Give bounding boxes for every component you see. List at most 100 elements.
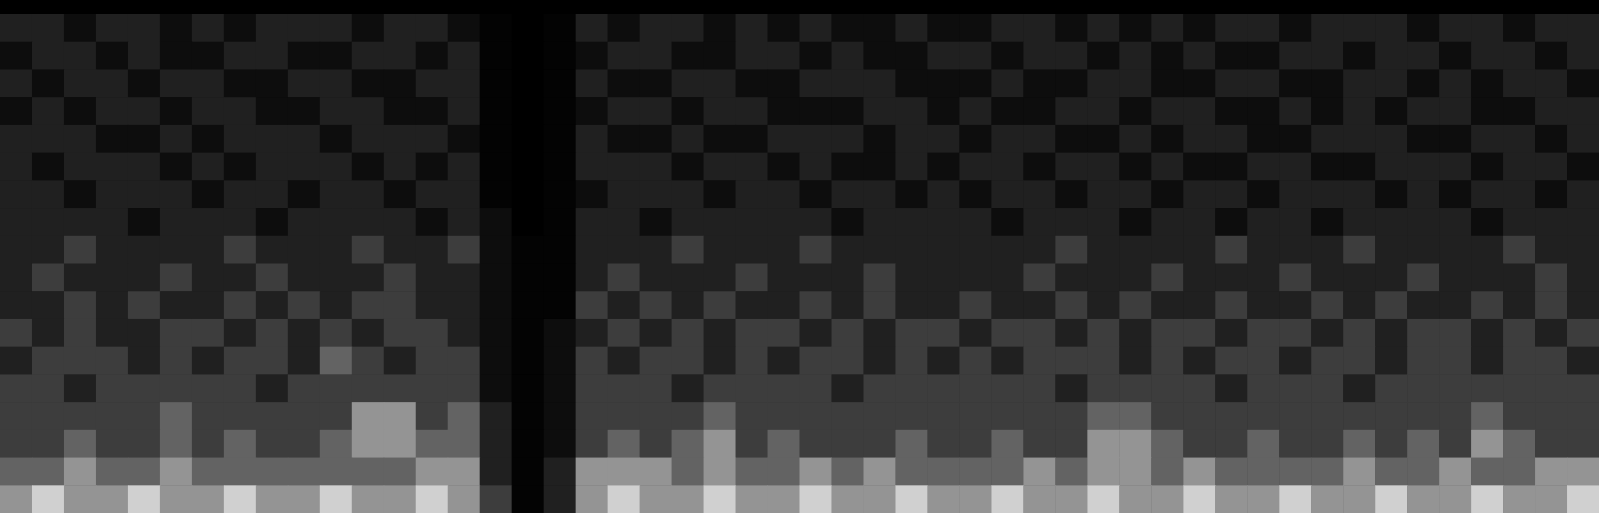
- heatmap-cell: [768, 97, 800, 125]
- heatmap-cell: [895, 153, 927, 181]
- heatmap-cell: [1311, 153, 1343, 181]
- heatmap-cell: [608, 402, 640, 430]
- heatmap-cell: [1119, 485, 1151, 513]
- heatmap-cell: [384, 97, 416, 125]
- heatmap-cell: [1151, 14, 1183, 42]
- heatmap-cell: [128, 153, 160, 181]
- heatmap-cell: [1183, 236, 1215, 264]
- heatmap-cell: [672, 430, 704, 458]
- heatmap-cell: [1055, 208, 1087, 236]
- heatmap-cell: [1503, 236, 1535, 264]
- heatmap-cell: [448, 347, 480, 375]
- heatmap-cell: [1151, 319, 1183, 347]
- heatmap-cell: [96, 14, 128, 42]
- heatmap-cell: [544, 264, 576, 292]
- heatmap-cell: [448, 153, 480, 181]
- heatmap-cell: [320, 236, 352, 264]
- heatmap-cell: [352, 430, 384, 458]
- heatmap-cell: [256, 42, 288, 70]
- heatmap-cell: [1535, 291, 1567, 319]
- heatmap-cell: [895, 319, 927, 347]
- heatmap-cell: [0, 291, 32, 319]
- heatmap-cell: [672, 125, 704, 153]
- heatmap-cell: [416, 14, 448, 42]
- heatmap-cell: [1375, 42, 1407, 70]
- heatmap-cell: [831, 485, 863, 513]
- heatmap-cell: [224, 319, 256, 347]
- heatmap-cell: [32, 69, 64, 97]
- heatmap-cell: [704, 374, 736, 402]
- heatmap-cell: [608, 97, 640, 125]
- heatmap-cell: [1439, 319, 1471, 347]
- heatmap-cell: [32, 319, 64, 347]
- heatmap-cell: [640, 264, 672, 292]
- heatmap-cell: [64, 208, 96, 236]
- heatmap-cell: [96, 347, 128, 375]
- heatmap-cell: [256, 14, 288, 42]
- heatmap-cell: [96, 153, 128, 181]
- heatmap-cell: [704, 14, 736, 42]
- heatmap-cell: [1343, 458, 1375, 486]
- heatmap-cell: [800, 42, 832, 70]
- heatmap-cell: [927, 430, 959, 458]
- heatmap-cell: [352, 485, 384, 513]
- heatmap-cell: [1503, 153, 1535, 181]
- heatmap-cell: [1503, 97, 1535, 125]
- heatmap-cell: [416, 485, 448, 513]
- heatmap-cell: [192, 236, 224, 264]
- heatmap-cell: [1471, 236, 1503, 264]
- heatmap-cell: [736, 14, 768, 42]
- heatmap-cell: [768, 42, 800, 70]
- heatmap-cell: [959, 402, 991, 430]
- heatmap-cell: [1343, 291, 1375, 319]
- heatmap-cell: [64, 42, 96, 70]
- heatmap-cell: [1087, 125, 1119, 153]
- heatmap-cell: [1087, 69, 1119, 97]
- heatmap-cell: [1215, 97, 1247, 125]
- heatmap-cell: [1183, 291, 1215, 319]
- heatmap-cell: [1247, 485, 1279, 513]
- heatmap-cell: [1279, 97, 1311, 125]
- heatmap-cell: [256, 264, 288, 292]
- heatmap-cell: [128, 69, 160, 97]
- heatmap-cell: [480, 14, 512, 42]
- heatmap-cell: [192, 374, 224, 402]
- heatmap-cell: [640, 180, 672, 208]
- heatmap-cell: [1535, 458, 1567, 486]
- heatmap-cell: [1375, 180, 1407, 208]
- heatmap-cell: [384, 236, 416, 264]
- heatmap-cell: [256, 291, 288, 319]
- heatmap-cell: [831, 236, 863, 264]
- heatmap-cell: [1279, 374, 1311, 402]
- heatmap-cell: [672, 42, 704, 70]
- heatmap-cell: [1055, 347, 1087, 375]
- heatmap-cell: [256, 374, 288, 402]
- heatmap-cell: [1343, 153, 1375, 181]
- heatmap-cell: [416, 125, 448, 153]
- heatmap-cell: [704, 430, 736, 458]
- heatmap-cell: [895, 485, 927, 513]
- heatmap-cell: [160, 153, 192, 181]
- heatmap-cell: [160, 69, 192, 97]
- heatmap-cell: [895, 430, 927, 458]
- heatmap-cell: [544, 153, 576, 181]
- heatmap-cell: [1439, 97, 1471, 125]
- heatmap-cell: [160, 97, 192, 125]
- heatmap-cell: [1343, 485, 1375, 513]
- heatmap-cell: [640, 485, 672, 513]
- heatmap-cell: [1151, 347, 1183, 375]
- heatmap-cell: [1119, 264, 1151, 292]
- heatmap-cell: [224, 236, 256, 264]
- heatmap-cell: [1311, 291, 1343, 319]
- heatmap-cell: [1535, 319, 1567, 347]
- heatmap-cell: [1119, 97, 1151, 125]
- heatmap-cell: [224, 402, 256, 430]
- heatmap-cell: [768, 319, 800, 347]
- heatmap-cell: [1311, 374, 1343, 402]
- heatmap-cell: [672, 153, 704, 181]
- heatmap-cell: [1503, 402, 1535, 430]
- heatmap-cell: [1087, 430, 1119, 458]
- heatmap-cell: [288, 69, 320, 97]
- heatmap-cell: [0, 264, 32, 292]
- heatmap-cell: [1567, 402, 1599, 430]
